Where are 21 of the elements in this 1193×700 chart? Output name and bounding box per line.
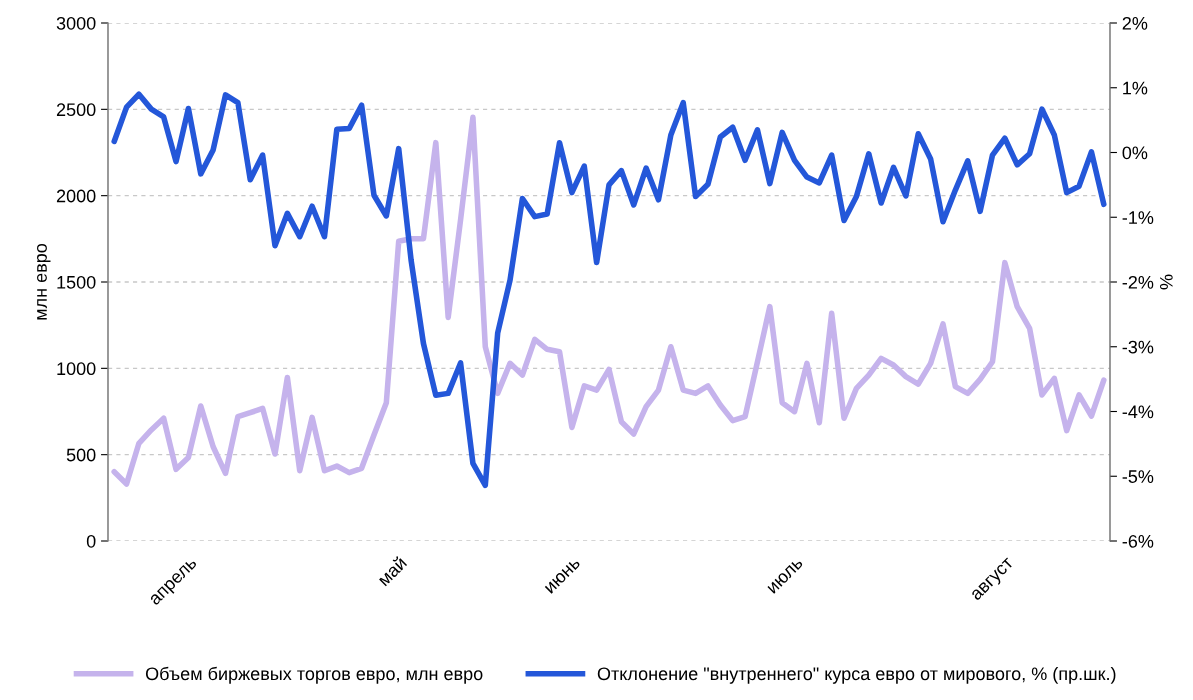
y-axis-title: млн евро — [37, 243, 51, 320]
y-tick-label: 500 — [66, 448, 96, 462]
y-tick-label: 0 — [86, 534, 96, 548]
y2-tick-label: 0% — [1122, 146, 1148, 160]
y2-tick-label: -3% — [1122, 340, 1154, 354]
legend-label: Объем биржевых торгов евро, млн евро — [145, 666, 483, 684]
y2-tick-label: -5% — [1122, 470, 1154, 483]
y2-tick-label: -2% — [1122, 275, 1154, 289]
y2-tick-label: -4% — [1122, 405, 1154, 419]
x-tick-label: май — [376, 555, 408, 587]
y-tick-label: 2000 — [56, 189, 96, 203]
y-tick-label: 1500 — [57, 275, 96, 289]
y2-tick-label: 1% — [1123, 81, 1148, 95]
y-tick-label: 1000 — [57, 362, 96, 376]
y2-tick-label: -6% — [1122, 534, 1154, 548]
y2-tick-label: 2% — [1122, 16, 1148, 30]
y-tick-label: 3000 — [56, 16, 96, 30]
y2-tick-label: -1% — [1122, 211, 1154, 224]
y2-axis-title: % — [1160, 274, 1173, 290]
legend-label: Отклонение "внутреннего" курса евро от мирового, % (пр.шк.) — [597, 666, 1116, 684]
y-tick-label: 2500 — [56, 103, 96, 117]
